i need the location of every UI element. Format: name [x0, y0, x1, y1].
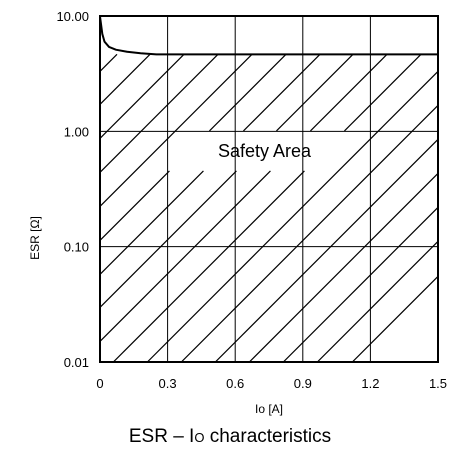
- caption-subscript: O: [194, 430, 205, 445]
- x-axis-label: Io [A]: [255, 402, 283, 416]
- hatch-line: [282, 206, 438, 362]
- hatch-line: [214, 138, 438, 362]
- y-tick-label: 10.00: [56, 9, 89, 24]
- hatch-line: [100, 170, 204, 276]
- hatch-line: [146, 70, 438, 362]
- chart-caption: ESR – IO characteristics: [0, 426, 460, 448]
- boundary-curve: [99, 16, 438, 56]
- x-tick-label: 1.5: [429, 376, 447, 391]
- hatch-line: [100, 170, 271, 343]
- hatch-line: [100, 170, 170, 242]
- hatch-line: [209, 53, 287, 132]
- x-tick-label: 0.9: [294, 376, 312, 391]
- hatch-line: [100, 53, 219, 174]
- x-tick-label: 1.2: [361, 376, 379, 391]
- hatch-line: [100, 53, 151, 106]
- hatch-line: [316, 240, 438, 362]
- y-tick-label: 0.10: [64, 240, 89, 255]
- hatch-line: [243, 53, 321, 132]
- esr-io-chart: 0 0.3 0.6 0.9 1.2 1.5 0.01 0.10 1.00 10.00 Safet…: [28, 9, 447, 416]
- gridlines: [100, 16, 438, 362]
- hatch-line: [180, 104, 438, 362]
- hatch-line: [100, 170, 237, 309]
- safety-area-hatching: [100, 53, 438, 362]
- y-axis-label: ESR [Ω]: [28, 216, 42, 260]
- hatch-line: [276, 53, 354, 132]
- plot-frame: [99, 15, 439, 363]
- y-tick-labels: 0.01 0.10 1.00 10.00: [56, 9, 89, 370]
- caption-suffix: characteristics: [204, 426, 332, 447]
- x-tick-label: 0.3: [159, 376, 177, 391]
- x-tick-labels: 0 0.3 0.6 0.9 1.2 1.5: [96, 376, 447, 391]
- hatch-line: [248, 172, 438, 362]
- safety-area-label: Safety Area: [218, 141, 312, 161]
- hatch-line: [100, 53, 185, 140]
- annotations: Safety Area: [218, 141, 312, 161]
- hatch-line: [344, 53, 422, 132]
- hatch-line: [112, 170, 305, 362]
- boundary-curve-layer: [99, 16, 438, 56]
- x-tick-label: 0: [96, 376, 103, 391]
- hatch-line: [310, 53, 388, 132]
- y-tick-label: 0.01: [64, 355, 89, 370]
- caption-prefix: ESR – I: [128, 426, 195, 447]
- x-tick-label: 0.6: [226, 376, 244, 391]
- hatch-line: [100, 53, 253, 208]
- hatch-line: [351, 275, 438, 362]
- y-tick-label: 1.00: [64, 124, 89, 139]
